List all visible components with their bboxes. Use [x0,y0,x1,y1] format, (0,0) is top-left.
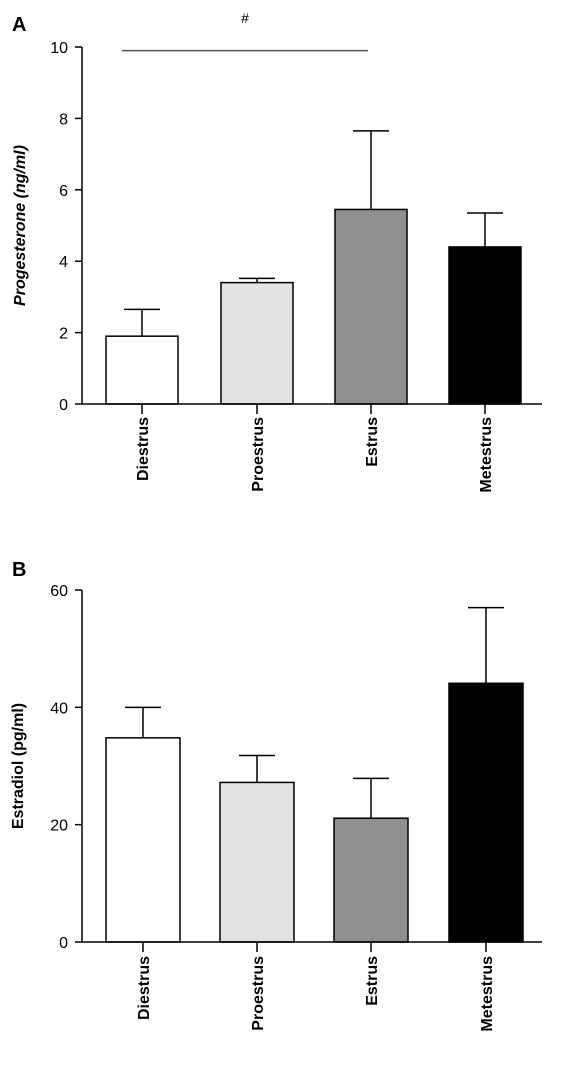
panel-b-bar-estrus [333,817,409,943]
panel-a-y-tick-label: 8 [59,111,68,128]
panel-a-y-axis-label: Progesterone (ng/ml) [12,145,29,306]
panel-b-y-tick-label: 40 [50,700,68,717]
panel-b: B 0 20 40 60 Diestrus Proestrus Estrus Metestru… [10,559,542,1032]
panel-a-y-tick-label: 0 [59,397,68,414]
panel-b-bar-proestrus [219,781,295,943]
panel-a-category-label-proestrus: Proestrus [250,417,267,492]
panel-b-bar-metestrus [448,682,524,943]
panel-a-category-label-diestrus: Diestrus [135,417,152,481]
panel-b-y-tick-label: 0 [59,935,68,952]
panel-b-y-axis-label: Estradiol (pg/ml) [10,703,27,829]
panel-a-bar-metestrus [448,246,522,405]
panel-b-letter: B [12,559,26,581]
panel-b-category-label-proestrus: Proestrus [250,956,267,1031]
panel-a-y-tick-label: 6 [59,183,68,200]
panel-b-y-tick-label: 60 [50,583,68,600]
panel-a-y-tick-label: 10 [50,40,68,57]
panel-b-category-label-estrus: Estrus [364,956,381,1006]
panel-b-bar-diestrus [105,737,181,943]
panel-a: A 0 2 4 6 8 10 Diestrus Proestrus Estrus Metestru… [12,10,542,493]
panel-a-category-label-metestrus: Metestrus [478,417,495,493]
panel-a-bar-proestrus [220,281,294,405]
panel-b-y-tick-label: 20 [50,818,68,835]
panel-a-y-tick-label: 2 [59,326,68,343]
panel-b-category-label-metestrus: Metestrus [479,956,496,1032]
panel-a-y-tick-label: 4 [59,254,68,271]
panel-a-letter: A [12,14,26,36]
panel-b-category-label-diestrus: Diestrus [136,956,153,1020]
panel-a-significance-label: # [241,10,249,26]
panel-a-bar-diestrus [105,335,179,405]
panel-a-category-label-estrus: Estrus [364,417,381,467]
panel-a-bar-estrus [334,208,408,405]
